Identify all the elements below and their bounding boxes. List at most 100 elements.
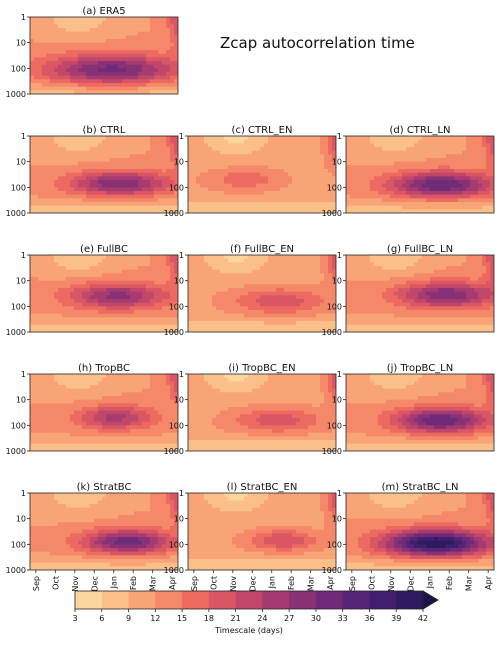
field-cell bbox=[114, 31, 119, 36]
field-cell bbox=[486, 205, 491, 210]
field-cell bbox=[378, 266, 383, 271]
field-cell bbox=[332, 139, 336, 144]
field-cell bbox=[98, 50, 103, 55]
field-cell bbox=[244, 313, 249, 318]
field-cell bbox=[402, 187, 407, 192]
field-cell bbox=[414, 266, 419, 271]
field-cell bbox=[66, 61, 71, 66]
field-cell bbox=[142, 79, 147, 84]
field-cell bbox=[62, 165, 67, 170]
field-cell bbox=[304, 280, 309, 285]
field-cell bbox=[34, 191, 39, 196]
field-cell bbox=[46, 53, 51, 58]
field-cell bbox=[312, 317, 317, 322]
field-cell bbox=[74, 165, 79, 170]
field-cell bbox=[98, 202, 103, 207]
field-cell bbox=[426, 258, 431, 263]
field-cell bbox=[158, 154, 163, 159]
field-cell bbox=[34, 61, 39, 66]
field-cell bbox=[98, 306, 103, 311]
field-cell bbox=[50, 31, 55, 36]
field-cell bbox=[332, 295, 336, 300]
field-cell bbox=[304, 302, 309, 307]
field-cell bbox=[142, 180, 147, 185]
field-cell bbox=[90, 209, 95, 213]
field-cell bbox=[280, 154, 285, 159]
field-cell bbox=[450, 255, 455, 260]
field-cell bbox=[46, 202, 51, 207]
field-cell bbox=[362, 136, 367, 141]
field-cell bbox=[82, 183, 87, 188]
field-cell bbox=[166, 324, 171, 329]
field-cell bbox=[454, 258, 459, 263]
field-cell bbox=[50, 194, 55, 199]
field-cell bbox=[316, 328, 321, 332]
field-cell bbox=[430, 154, 435, 159]
field-cell bbox=[320, 158, 325, 163]
field-cell bbox=[462, 172, 467, 177]
field-cell bbox=[122, 39, 127, 44]
field-cell bbox=[110, 161, 115, 166]
field-cell bbox=[430, 262, 435, 267]
field-cell bbox=[162, 147, 167, 152]
field-cell bbox=[142, 24, 147, 29]
field-cell bbox=[288, 269, 293, 274]
field-cell bbox=[458, 136, 463, 141]
field-cell bbox=[386, 183, 391, 188]
field-cell bbox=[386, 191, 391, 196]
field-cell bbox=[256, 139, 261, 144]
field-cell bbox=[62, 191, 67, 196]
field-cell bbox=[134, 183, 139, 188]
field-cell bbox=[312, 169, 317, 174]
field-cell bbox=[50, 39, 55, 44]
field-cell bbox=[240, 302, 245, 307]
field-cell bbox=[82, 180, 87, 185]
field-cell bbox=[208, 317, 213, 322]
field-cell bbox=[382, 194, 387, 199]
field-cell bbox=[212, 277, 217, 282]
field-cell bbox=[114, 291, 119, 296]
field-cell bbox=[86, 310, 91, 315]
field-cell bbox=[228, 191, 233, 196]
field-cell bbox=[106, 57, 111, 62]
field-cell bbox=[398, 136, 403, 141]
field-cell bbox=[316, 191, 321, 196]
field-cell bbox=[490, 176, 494, 181]
field-cell bbox=[62, 291, 67, 296]
y-tick-label: 10 bbox=[16, 39, 26, 48]
field-cell bbox=[446, 202, 451, 207]
field-cell bbox=[442, 198, 447, 203]
field-cell bbox=[30, 64, 35, 69]
field-cell bbox=[94, 150, 99, 155]
field-cell bbox=[170, 291, 175, 296]
field-cell bbox=[292, 143, 297, 148]
field-cell bbox=[42, 191, 47, 196]
field-cell bbox=[240, 266, 245, 271]
field-cell bbox=[248, 194, 253, 199]
field-cell bbox=[122, 86, 127, 91]
field-cell bbox=[474, 209, 479, 213]
field-cell bbox=[414, 202, 419, 207]
field-cell bbox=[374, 277, 379, 282]
field-cell bbox=[232, 209, 237, 213]
field-cell bbox=[106, 31, 111, 36]
field-cell bbox=[430, 180, 435, 185]
field-cell bbox=[224, 302, 229, 307]
field-cell bbox=[74, 269, 79, 274]
field-cell bbox=[316, 302, 321, 307]
field-cell bbox=[458, 154, 463, 159]
field-cell bbox=[422, 158, 427, 163]
field-cell bbox=[236, 187, 241, 192]
field-cell bbox=[126, 165, 131, 170]
field-cell bbox=[50, 20, 55, 25]
field-cell bbox=[366, 169, 371, 174]
field-cell bbox=[114, 50, 119, 55]
field-cell bbox=[150, 209, 155, 213]
field-cell bbox=[114, 299, 119, 304]
field-cell bbox=[90, 20, 95, 25]
y-tick-label: 1 bbox=[179, 132, 184, 141]
field-cell bbox=[146, 169, 151, 174]
field-cell bbox=[86, 158, 91, 163]
field-cell bbox=[482, 262, 487, 267]
field-cell bbox=[130, 180, 135, 185]
